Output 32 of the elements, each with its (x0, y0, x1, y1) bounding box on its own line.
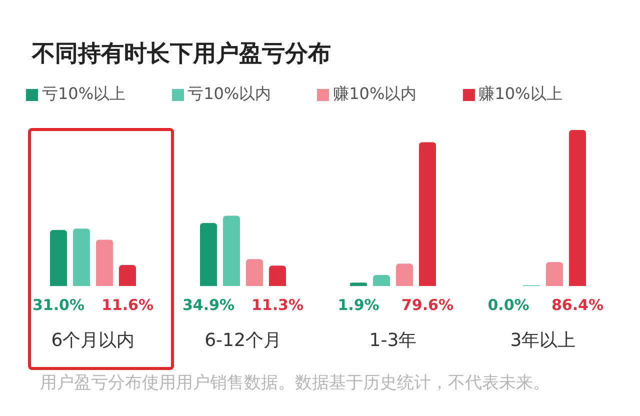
bar (350, 282, 367, 286)
bar (419, 142, 436, 286)
data-label: 31.0% (32, 296, 85, 314)
legend-label: 亏10%以内 (188, 84, 272, 103)
data-label: 11.6% (101, 296, 154, 314)
bar (373, 274, 390, 286)
bar (50, 230, 67, 286)
bar (119, 265, 136, 286)
text: 用户盈亏分布使用用户销售数据。数据基于历史统计，不代表未来。 (40, 372, 551, 395)
bar (223, 216, 240, 286)
bar (73, 228, 90, 286)
x-tick-label: 6个月以内 (51, 330, 135, 351)
x-tick-label: 6-12个月 (204, 330, 282, 351)
bar (96, 240, 113, 286)
data-label: 11.3% (251, 296, 304, 314)
data-label: 86.4% (551, 296, 604, 314)
data-label: 34.9% (182, 296, 235, 314)
bar (546, 262, 563, 286)
chart-title: 不同持有时长下用户盈亏分布 (32, 40, 331, 69)
x-tick-label: 1-3年 (369, 330, 417, 351)
data-label: 0.0% (488, 296, 530, 314)
bar (269, 266, 286, 286)
bar (246, 259, 263, 286)
data-label: 1.9% (338, 296, 380, 314)
legend-label: 亏10%以上 (42, 84, 126, 103)
bar (396, 264, 413, 286)
x-tick-label: 3年以上 (510, 330, 576, 351)
bar (569, 130, 586, 286)
bar (200, 222, 217, 286)
legend-label: 赚10%以内 (333, 84, 417, 103)
data-label: 79.6% (401, 296, 454, 314)
legend-label: 赚10%以上 (478, 84, 562, 103)
